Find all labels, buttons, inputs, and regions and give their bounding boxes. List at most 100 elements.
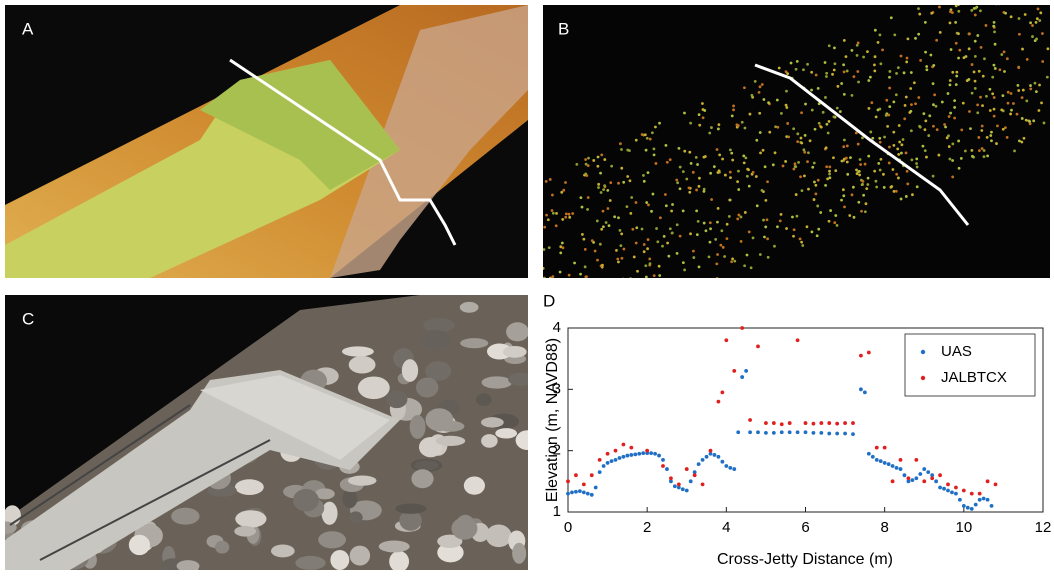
data-point bbox=[618, 456, 622, 460]
point-cloud-dot bbox=[1036, 17, 1039, 20]
point-cloud-dot bbox=[955, 42, 958, 45]
point-cloud-dot bbox=[918, 125, 921, 128]
point-cloud-dot bbox=[828, 120, 831, 123]
point-cloud-dot bbox=[996, 125, 999, 128]
point-cloud-dot bbox=[644, 264, 647, 267]
data-point bbox=[899, 467, 903, 471]
point-cloud-dot bbox=[924, 51, 927, 54]
point-cloud-dot bbox=[843, 93, 846, 96]
data-point bbox=[748, 430, 752, 434]
data-point bbox=[629, 446, 633, 450]
point-cloud-dot bbox=[861, 183, 864, 186]
rock bbox=[350, 546, 370, 566]
rock bbox=[460, 338, 488, 348]
point-cloud-dot bbox=[758, 91, 761, 94]
point-cloud-dot bbox=[636, 270, 639, 273]
data-point bbox=[602, 464, 606, 468]
point-cloud-dot bbox=[731, 114, 734, 117]
point-cloud-dot bbox=[1000, 108, 1003, 111]
point-cloud-dot bbox=[981, 147, 984, 150]
point-cloud-dot bbox=[744, 127, 747, 130]
point-cloud-dot bbox=[981, 125, 984, 128]
point-cloud-dot bbox=[946, 136, 949, 139]
point-cloud-dot bbox=[925, 156, 928, 159]
point-cloud-dot bbox=[971, 92, 974, 95]
point-cloud-dot bbox=[853, 75, 856, 78]
panel-label: B bbox=[558, 19, 569, 38]
rock bbox=[460, 302, 479, 313]
point-cloud-dot bbox=[709, 172, 712, 175]
point-cloud-dot bbox=[962, 102, 965, 105]
point-cloud-dot bbox=[917, 96, 920, 99]
point-cloud-dot bbox=[803, 175, 806, 178]
point-cloud-dot bbox=[736, 180, 739, 183]
point-cloud-dot bbox=[801, 189, 804, 192]
point-cloud-dot bbox=[980, 46, 983, 49]
point-cloud-dot bbox=[646, 247, 649, 250]
data-point bbox=[887, 462, 891, 466]
point-cloud-dot bbox=[676, 181, 679, 184]
point-cloud-dot bbox=[597, 156, 600, 159]
point-cloud-dot bbox=[562, 336, 565, 339]
point-cloud-dot bbox=[906, 170, 909, 173]
point-cloud-dot bbox=[994, 43, 997, 46]
point-cloud-dot bbox=[875, 186, 878, 189]
point-cloud-dot bbox=[564, 216, 567, 219]
point-cloud-dot bbox=[833, 69, 836, 72]
rock bbox=[395, 503, 426, 513]
point-cloud-dot bbox=[951, 71, 954, 74]
point-cloud-dot bbox=[843, 139, 846, 142]
legend-marker bbox=[921, 350, 925, 354]
data-point bbox=[819, 421, 823, 425]
point-cloud-dot bbox=[732, 105, 735, 108]
rock bbox=[379, 541, 410, 553]
point-cloud-dot bbox=[939, 31, 942, 34]
point-cloud-dot bbox=[905, 96, 908, 99]
point-cloud-dot bbox=[653, 274, 656, 277]
point-cloud-dot bbox=[752, 171, 755, 174]
data-point bbox=[713, 453, 717, 457]
point-cloud-dot bbox=[603, 184, 606, 187]
point-cloud-dot bbox=[968, 32, 971, 35]
rock bbox=[215, 541, 229, 554]
point-cloud-dot bbox=[655, 227, 658, 230]
point-cloud-dot bbox=[626, 205, 629, 208]
point-cloud-dot bbox=[743, 264, 746, 267]
point-cloud-dot bbox=[563, 320, 566, 323]
data-point bbox=[622, 443, 626, 447]
point-cloud-dot bbox=[856, 70, 859, 73]
y-tick-label: 3 bbox=[553, 380, 561, 397]
x-tick-label: 10 bbox=[955, 519, 972, 536]
point-cloud-dot bbox=[682, 170, 685, 173]
point-cloud-dot bbox=[936, 0, 939, 2]
data-point bbox=[986, 479, 990, 483]
data-point bbox=[994, 483, 998, 487]
point-cloud-dot bbox=[724, 174, 727, 177]
rock bbox=[451, 517, 477, 539]
data-point bbox=[970, 507, 974, 511]
point-cloud-dot bbox=[989, 109, 992, 112]
point-cloud-dot bbox=[658, 122, 661, 125]
point-cloud-dot bbox=[846, 70, 849, 73]
data-point bbox=[606, 452, 610, 456]
point-cloud-dot bbox=[954, 21, 957, 24]
point-cloud-dot bbox=[729, 149, 732, 152]
point-cloud-dot bbox=[932, 82, 935, 85]
point-cloud-dot bbox=[811, 109, 814, 112]
point-cloud-dot bbox=[747, 168, 750, 171]
point-cloud-dot bbox=[827, 132, 830, 135]
data-point bbox=[954, 486, 958, 490]
point-cloud-dot bbox=[824, 61, 827, 64]
point-cloud-dot bbox=[565, 320, 568, 323]
point-cloud-dot bbox=[914, 102, 917, 105]
point-cloud-dot bbox=[631, 228, 634, 231]
data-point bbox=[851, 432, 855, 436]
point-cloud-dot bbox=[744, 156, 747, 159]
point-cloud-dot bbox=[721, 158, 724, 161]
point-cloud-dot bbox=[591, 239, 594, 242]
point-cloud-dot bbox=[656, 240, 659, 243]
rock bbox=[349, 356, 376, 374]
point-cloud-dot bbox=[1018, 17, 1021, 20]
point-cloud-dot bbox=[762, 219, 765, 222]
point-cloud-dot bbox=[584, 158, 587, 161]
